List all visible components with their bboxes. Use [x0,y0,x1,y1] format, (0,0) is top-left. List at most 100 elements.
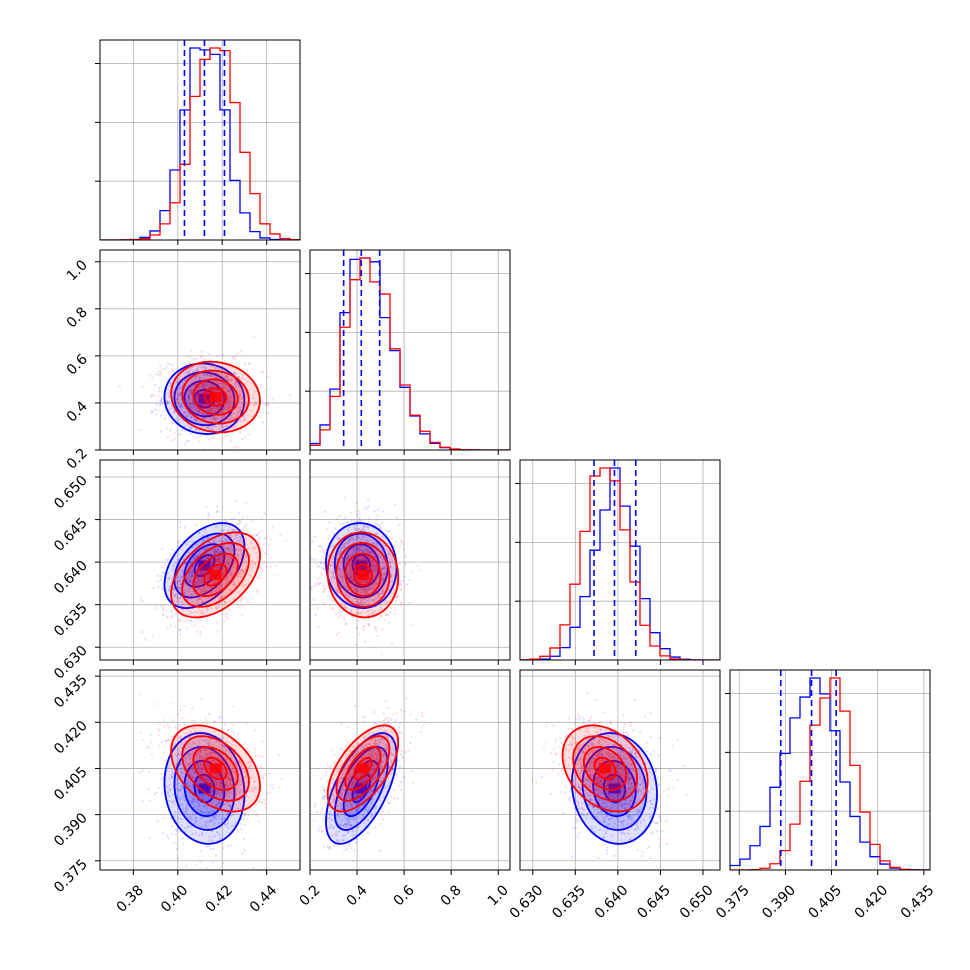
scatter-point [177,587,180,590]
scatter-point [214,781,217,784]
scatter-point [193,771,196,774]
scatter-point [208,741,211,745]
scatter-point [326,537,330,541]
scatter-point [190,415,193,418]
scatter-point [201,586,205,589]
scatter-point [204,395,208,398]
scatter-point [158,370,161,373]
scatter-point [354,558,357,562]
scatter-point [204,405,207,408]
scatter-point [362,526,366,529]
scatter-point [206,556,209,560]
scatter-point [151,410,154,413]
scatter-point [213,759,216,762]
scatter-point [361,543,364,546]
scatter-point [238,519,241,522]
scatter-point [188,393,191,397]
scatter-point [176,778,179,781]
scatter-point [178,403,181,407]
scatter-point [178,401,181,404]
scatter-point [383,567,386,570]
scatter-point [189,561,192,565]
scatter-point [194,582,197,585]
scatter-point [201,582,204,585]
scatter-point [228,768,232,772]
scatter-point [201,816,205,820]
scatter-point [376,634,379,637]
scatter-point [198,603,201,606]
scatter-point [165,739,168,743]
scatter-point [213,559,216,563]
scatter-point [217,822,220,825]
scatter-point [335,558,339,561]
scatter-point [222,566,225,569]
scatter-point [198,762,201,765]
scatter-point [337,528,341,532]
scatter-point [342,573,345,576]
scatter-point [202,373,206,377]
scatter-point [363,601,366,604]
scatter-point [192,405,195,409]
scatter-point [275,564,278,567]
scatter-point [201,393,204,396]
scatter-point [265,388,269,391]
scatter-point [371,568,374,571]
scatter-point [207,438,211,441]
scatter-point [229,550,232,554]
scatter-point [365,539,369,542]
scatter-point [169,429,172,432]
scatter-point [377,576,381,579]
scatter-point [377,595,380,598]
scatter-point [195,369,198,372]
scatter-point [183,591,186,594]
scatter-point [343,496,346,499]
scatter-point [177,560,181,563]
scatter-point [215,505,219,508]
scatter-point [215,589,218,593]
scatter-point [227,778,230,781]
scatter-point [255,533,259,537]
scatter-point [398,561,401,565]
scatter-point [227,393,231,396]
scatter-point [240,554,243,557]
scatter-point [234,379,237,382]
scatter-point [221,862,225,865]
scatter-point [183,411,187,414]
scatter-point [210,364,213,368]
scatter-point [194,406,197,410]
contour-blue [173,746,236,831]
scatter-point [239,419,242,423]
scatter-point [389,557,392,561]
scatter-point [263,537,266,540]
scatter-point [323,587,326,590]
scatter-point [239,549,242,552]
scatter-point [313,558,317,561]
scatter-point [203,401,206,404]
scatter-point [374,551,377,554]
scatter-point [238,410,241,413]
scatter-point [244,771,247,774]
scatter-point [395,553,398,556]
scatter-point [195,820,198,823]
scatter-point [357,558,360,561]
scatter-point [160,397,164,400]
scatter-point [384,585,387,588]
scatter-point [375,522,378,526]
scatter-point [378,605,382,608]
scatter-point [207,596,210,599]
scatter-point [319,581,322,585]
scatter-point [244,555,248,558]
scatter-point [171,369,175,372]
scatter-point [185,415,188,418]
scatter-point [178,383,181,387]
scatter-point [251,559,254,563]
scatter-point [368,613,371,616]
scatter-point [238,393,242,396]
scatter-point [227,365,231,368]
scatter-point [235,383,239,386]
scatter-point [215,376,218,380]
scatter-point [173,601,176,604]
scatter-point [185,583,188,586]
scatter-point [221,530,224,533]
scatter-point [163,588,167,591]
